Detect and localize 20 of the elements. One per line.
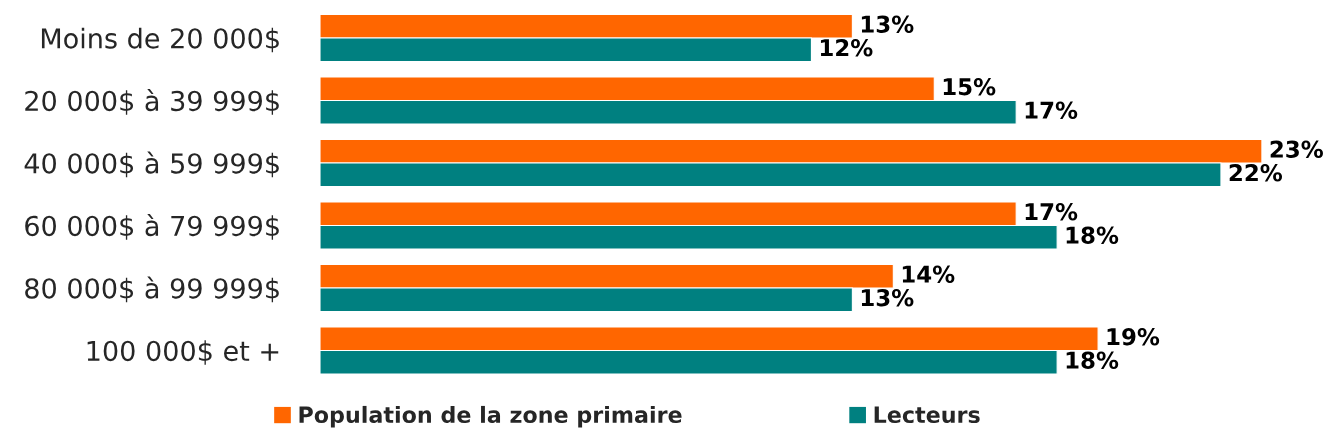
y-tick-label: 60 000$ à 79 999$: [25, 214, 279, 240]
data-label: 18%: [1066, 226, 1119, 244]
data-label: 18%: [1066, 351, 1119, 369]
data-label: 15%: [943, 78, 996, 96]
data-label: 12%: [820, 39, 873, 57]
y-tick-label: 80 000$ à 99 999$: [25, 276, 279, 303]
data-label: 14%: [902, 265, 955, 283]
data-label: 19%: [1107, 328, 1160, 346]
y-tick-label: 40 000$ à 59 999$: [24, 151, 279, 178]
data-label: 23%: [1270, 140, 1323, 158]
legend-label: Population de la zone primaire: [299, 405, 682, 428]
data-label: 22%: [1229, 164, 1283, 182]
data-label: 13%: [861, 289, 914, 307]
data-label: 17%: [1025, 101, 1078, 119]
y-tick-label: 20 000$ à 39 999$: [25, 89, 279, 115]
y-tick-label: 100 000$ et +: [87, 340, 279, 365]
data-label: 13%: [861, 15, 914, 33]
y-tick-label: Moins de 20 000$: [41, 27, 279, 53]
legend-label: Lecteurs: [874, 406, 980, 424]
data-label: 17%: [1025, 203, 1078, 221]
